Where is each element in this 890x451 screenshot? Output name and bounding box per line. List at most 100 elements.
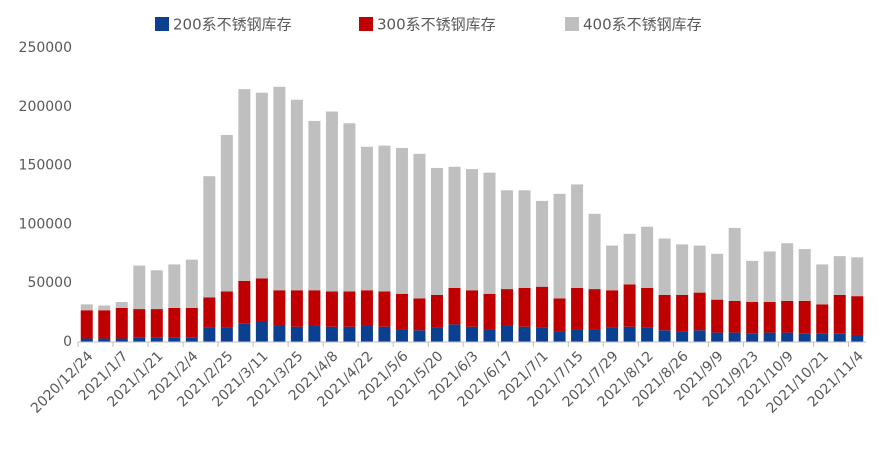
bar-segment (290, 290, 303, 327)
bar-segment (448, 166, 461, 288)
bar-segment (255, 278, 268, 323)
bar-segment (571, 287, 584, 330)
bar-segment (501, 190, 514, 290)
bar-segment (273, 325, 286, 342)
bar-segment (693, 292, 706, 331)
bar-segment (255, 322, 268, 342)
bar-segment (763, 332, 776, 342)
bar-segment (133, 309, 146, 338)
bar-segment (273, 290, 286, 326)
bar-segment (588, 213, 601, 290)
bar-segment (781, 300, 794, 333)
bar-segment (571, 329, 584, 342)
bar-segment (466, 290, 478, 327)
bar-segment (360, 290, 373, 326)
bar-segment (816, 333, 829, 342)
bar-segment (606, 290, 619, 328)
bar-segment (518, 190, 531, 288)
bar-segment (290, 99, 303, 291)
bar-segment (325, 326, 338, 342)
bar-segment (80, 310, 93, 339)
bar-segment (518, 326, 531, 342)
bar-segment (395, 329, 408, 342)
bar-segment (833, 256, 846, 295)
bar-segment (185, 259, 198, 308)
bar-segment (308, 325, 321, 342)
bar-segment (816, 264, 829, 305)
bar-segment (746, 260, 759, 303)
bar-segment (798, 300, 811, 334)
bar-segment (623, 233, 636, 285)
bar-segment (816, 304, 829, 334)
bar-segment (150, 337, 163, 342)
bar-segment (501, 325, 514, 342)
bar-segment (781, 332, 794, 342)
bar-segment (133, 265, 146, 310)
bar-segment (518, 287, 531, 327)
bar-segment (693, 245, 706, 293)
bar-segment (343, 123, 356, 292)
bar-segment (483, 293, 496, 330)
legend-label: 300系不锈钢库存 (377, 16, 496, 34)
bar-segment (308, 290, 321, 326)
bar-segment (413, 153, 426, 299)
bar-segment (430, 167, 443, 295)
bar-segment (571, 184, 584, 288)
bar-segment (413, 298, 426, 331)
bar-segment (728, 332, 741, 342)
bar-segment (378, 145, 391, 292)
legend-label: 200系不锈钢库存 (173, 16, 292, 34)
bar-segment (395, 293, 408, 330)
bar-segment (483, 329, 496, 342)
bar-segment (185, 337, 198, 342)
bar-segment (641, 226, 654, 288)
bar-segment (168, 264, 181, 308)
bar-segment (676, 331, 689, 342)
bar-segment (150, 270, 163, 310)
bar-segment (203, 327, 216, 342)
bar-segment (343, 326, 356, 342)
bar-segment (378, 291, 391, 327)
bar-segment (658, 238, 671, 295)
legend-swatch (155, 17, 169, 31)
bar-segment (553, 193, 566, 299)
bar-segment (238, 323, 251, 342)
bar-segment (728, 300, 741, 333)
bar-segment (623, 326, 636, 342)
bar-segment (763, 302, 776, 333)
bar-segment (693, 330, 706, 342)
bar-segment (343, 291, 356, 327)
bar-segment (641, 287, 654, 328)
bar-segment (98, 305, 111, 311)
bar-segment (360, 146, 373, 291)
legend-label: 400系不锈钢库存 (583, 16, 702, 34)
bar-segment (833, 294, 846, 334)
bar-segment (150, 309, 163, 338)
bar-segment (501, 289, 514, 326)
bar-segment (466, 326, 478, 342)
bar-segment (553, 298, 566, 332)
bar-segment (290, 326, 303, 342)
bar-segment (133, 337, 146, 342)
bar-segment (851, 257, 864, 297)
bar-segment (798, 249, 811, 301)
bar-segment (536, 327, 549, 342)
bar-segment (255, 92, 268, 279)
bar-segment (763, 251, 776, 303)
bar-segment (273, 86, 286, 291)
bar-segment (798, 333, 811, 342)
bar-segment (641, 327, 654, 342)
bar-segment (746, 302, 759, 334)
bar-segment (168, 307, 181, 338)
y-tick-label: 100000 (19, 216, 72, 232)
bar-segment (115, 302, 128, 308)
bar-segment (395, 147, 408, 294)
y-tick-label: 0 (63, 334, 72, 350)
bar-segment (430, 294, 443, 328)
bar-segment (325, 111, 338, 292)
bar-segment (483, 172, 496, 294)
bar-segment (448, 287, 461, 325)
bar-segment (430, 327, 443, 342)
bar-segment (588, 289, 601, 330)
